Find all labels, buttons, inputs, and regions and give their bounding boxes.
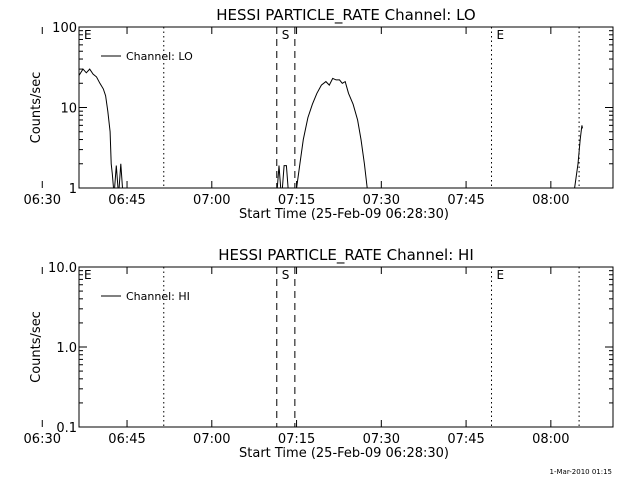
y-tick-label: 10 — [60, 102, 77, 117]
x-tick-label: 07:00 — [193, 432, 230, 447]
y-tick-label: 1 — [69, 182, 77, 197]
y-tick-label: 100 — [52, 21, 77, 36]
x-tick-label: 06:30 — [24, 193, 61, 208]
chart-title: HESSI PARTICLE_RATE Channel: LO — [216, 6, 475, 25]
x-tick-label: 08:00 — [532, 432, 569, 447]
y-axis-label: Counts/sec — [29, 72, 44, 144]
series-segment-3 — [276, 165, 282, 189]
event-marker-label: S — [282, 28, 290, 42]
chart-title: HESSI PARTICLE_RATE Channel: HI — [218, 246, 474, 265]
chart-panel-lo: HESSI PARTICLE_RATE Channel: LO 06:30 06:4… — [24, 6, 614, 222]
event-marker-label: E — [84, 268, 92, 282]
y-axis-label: Counts/sec — [29, 311, 44, 383]
y-tick-label: 1.0 — [56, 341, 77, 356]
series-segment-0 — [78, 68, 114, 189]
x-tick-label: 07:15 — [278, 432, 315, 447]
event-marker-label: E — [84, 28, 92, 42]
x-tick-label: 07:45 — [447, 193, 484, 208]
y-tick-label: 0.1 — [56, 421, 77, 436]
series-segment-1 — [114, 165, 119, 189]
x-tick-label: 07:30 — [363, 432, 400, 447]
legend-label: Channel: LO — [126, 50, 193, 63]
x-tick-label: 07:30 — [363, 193, 400, 208]
x-tick-label: 07:00 — [193, 193, 230, 208]
event-marker-label: E — [497, 268, 505, 282]
series-segment-4 — [281, 165, 289, 189]
x-tick-label: 06:30 — [24, 432, 61, 447]
event-marker-label: E — [497, 28, 505, 42]
footer-timestamp: 1-Mar-2010 01:15 — [550, 468, 612, 476]
series-segment-6 — [574, 125, 583, 189]
x-tick-label: 07:15 — [278, 193, 315, 208]
chart-panel-hi: HESSI PARTICLE_RATE Channel: HI 06:30 06:4… — [24, 246, 614, 461]
y-tick-label: 10.0 — [48, 261, 77, 276]
series-segment-5 — [296, 77, 368, 189]
series-segment-2 — [118, 163, 123, 189]
x-tick-label: 08:00 — [532, 193, 569, 208]
x-tick-label: 06:45 — [108, 193, 145, 208]
x-tick-label: 07:45 — [447, 432, 484, 447]
legend-label: Channel: HI — [126, 290, 190, 303]
x-axis-label: Start Time (25-Feb-09 06:28:30) — [239, 446, 449, 461]
event-marker-label: S — [282, 268, 290, 282]
x-axis-label: Start Time (25-Feb-09 06:28:30) — [239, 207, 449, 222]
x-tick-label: 06:45 — [108, 432, 145, 447]
